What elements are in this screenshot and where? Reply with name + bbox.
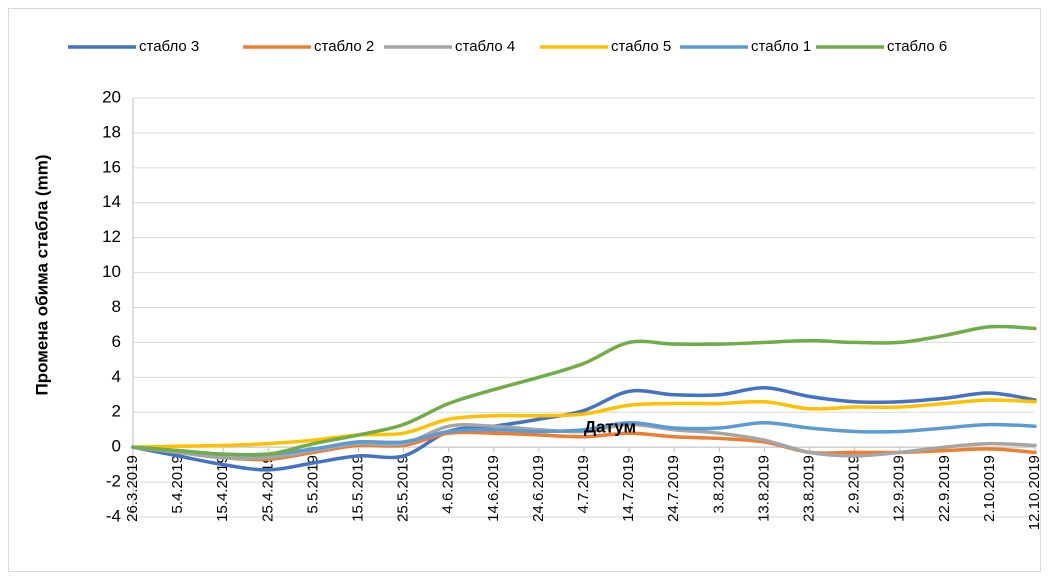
y-tick-label: 8 xyxy=(112,297,121,316)
y-tick-label: -4 xyxy=(106,506,121,525)
x-tick-label: 2.10.2019 xyxy=(981,455,998,522)
x-tick-label: 15.5.2019 xyxy=(349,455,366,522)
x-tick-label: 14.7.2019 xyxy=(620,455,637,522)
y-tick-label: 2 xyxy=(112,402,121,421)
legend-label: стабло 5 xyxy=(611,38,671,55)
y-tick-label: 14 xyxy=(102,192,121,211)
legend-label: стабло 4 xyxy=(455,38,515,55)
legend-label: стабло 2 xyxy=(314,38,374,55)
legend-label: стабло 6 xyxy=(887,38,947,55)
x-tick-label: 4.6.2019 xyxy=(440,455,457,513)
x-axis-title: Датум xyxy=(584,417,636,436)
x-tick-label: 25.5.2019 xyxy=(395,455,412,522)
y-tick-label: 20 xyxy=(102,87,121,106)
legend-label: стабло 3 xyxy=(139,38,199,55)
x-tick-label: 23.8.2019 xyxy=(800,455,817,522)
series-line xyxy=(131,386,1037,472)
legend-label: стабло 1 xyxy=(751,38,811,55)
y-tick-label: 0 xyxy=(112,437,121,456)
y-tick-label: -2 xyxy=(106,472,121,491)
x-tick-label: 12.9.2019 xyxy=(891,455,908,522)
x-tick-label: 14.6.2019 xyxy=(485,455,502,522)
x-tick-label: 24.6.2019 xyxy=(530,455,547,522)
x-tick-label: 26.3.2019 xyxy=(124,455,141,522)
x-tick-label: 22.9.2019 xyxy=(936,455,953,522)
chart-border xyxy=(8,8,1041,572)
x-tick-label: 4.7.2019 xyxy=(575,455,592,513)
y-tick-label: 10 xyxy=(102,262,121,281)
x-tick-label: 2.9.2019 xyxy=(846,455,863,513)
x-tick-label: 5.4.2019 xyxy=(169,455,186,513)
x-tick-label: 25.4.2019 xyxy=(259,455,276,522)
x-tick-label: 15.4.2019 xyxy=(214,455,231,522)
y-tick-label: 4 xyxy=(112,367,121,386)
y-axis-title: Промена обима стабла (mm) xyxy=(32,155,51,396)
x-tick-label: 12.10.2019 xyxy=(1026,455,1043,530)
x-tick-label: 5.5.2019 xyxy=(304,455,321,513)
y-tick-label: 18 xyxy=(102,122,121,141)
y-tick-label: 12 xyxy=(102,227,121,246)
series-line xyxy=(131,324,1037,457)
series-line xyxy=(131,398,1037,449)
x-tick-label: 24.7.2019 xyxy=(665,455,682,522)
y-tick-label: 16 xyxy=(102,157,121,176)
y-tick-label: 6 xyxy=(112,332,121,351)
x-tick-label: 13.8.2019 xyxy=(755,455,772,522)
x-tick-label: 3.8.2019 xyxy=(710,455,727,513)
